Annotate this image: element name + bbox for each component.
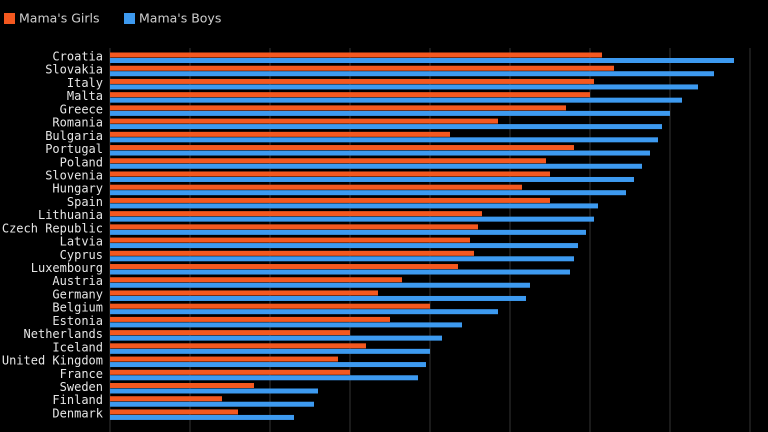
- bar: [110, 224, 478, 230]
- bar: [110, 171, 550, 177]
- y-tick-label: Spain: [67, 195, 103, 209]
- y-tick-label: Denmark: [52, 406, 103, 420]
- bar: [110, 176, 634, 182]
- bar: [110, 163, 642, 169]
- bar: [110, 124, 662, 130]
- y-tick-label: France: [60, 367, 103, 381]
- y-tick-label: Portugal: [45, 142, 103, 156]
- bar: [110, 145, 574, 151]
- bar: [110, 264, 458, 270]
- bar: [110, 229, 586, 235]
- bar: [110, 303, 430, 309]
- bar: [110, 78, 594, 84]
- y-tick-label: Romania: [52, 116, 103, 130]
- y-tick-label: Luxembourg: [31, 261, 103, 275]
- bar: [110, 348, 430, 354]
- bar: [110, 65, 614, 71]
- bar: [110, 401, 314, 407]
- y-tick-label: Iceland: [52, 340, 103, 354]
- y-tick-label: Malta: [67, 89, 103, 103]
- bar: [110, 369, 350, 375]
- y-tick-label: Estonia: [52, 314, 103, 328]
- bar: [110, 52, 602, 58]
- y-tick-label: Slovakia: [45, 63, 103, 77]
- bar: [110, 343, 366, 349]
- bar: [110, 396, 222, 402]
- bar: [110, 256, 574, 262]
- bar: [110, 203, 598, 209]
- bar: [110, 330, 350, 336]
- y-tick-label: Cyprus: [60, 248, 103, 262]
- y-tick-label: Greece: [60, 102, 103, 116]
- bar: [110, 290, 378, 296]
- bar: [110, 295, 526, 301]
- bar: [110, 158, 546, 164]
- bar: [110, 309, 498, 315]
- bar: [110, 277, 402, 283]
- bar: [110, 110, 670, 116]
- bar: [110, 243, 578, 249]
- bar: [110, 216, 594, 222]
- bar: [110, 322, 462, 328]
- bar: [110, 282, 530, 288]
- bar: [110, 414, 294, 420]
- bar: [110, 250, 474, 256]
- bar: [110, 388, 318, 394]
- bar: [110, 184, 522, 190]
- bar: [110, 383, 254, 388]
- y-tick-label: Finland: [52, 393, 103, 407]
- y-tick-label: Belgium: [52, 301, 103, 315]
- legend-label: Mama's Boys: [139, 11, 221, 26]
- bar: [110, 197, 550, 203]
- bar: [110, 190, 626, 196]
- bar: [110, 335, 442, 341]
- bar: [110, 92, 590, 98]
- bar: [110, 97, 682, 103]
- bar: [110, 58, 734, 63]
- bar: [110, 71, 714, 77]
- y-tick-label: Slovenia: [45, 168, 103, 182]
- bar: [110, 409, 238, 415]
- bar: [110, 237, 470, 243]
- y-tick-label: Poland: [60, 155, 103, 169]
- y-tick-label: Croatia: [52, 50, 103, 64]
- bar: [110, 316, 390, 322]
- y-tick-label: Italy: [67, 76, 103, 90]
- y-tick-label: Sweden: [60, 380, 103, 394]
- legend-swatch: [124, 13, 135, 24]
- bar: [110, 137, 658, 143]
- bar: [110, 150, 650, 156]
- y-tick-label: Czech Republic: [2, 221, 103, 235]
- bar: [110, 375, 418, 381]
- bar: [110, 356, 338, 362]
- bar: [110, 362, 426, 368]
- y-tick-label: United Kingdom: [2, 354, 103, 368]
- bar: [110, 131, 450, 137]
- legend-label: Mama's Girls: [19, 11, 100, 26]
- y-tick-label: Lithuania: [38, 208, 103, 222]
- y-tick-label: Hungary: [52, 182, 103, 196]
- bar: [110, 211, 482, 217]
- bar: [110, 105, 566, 111]
- bar: [110, 84, 698, 90]
- y-tick-label: Latvia: [60, 235, 103, 249]
- y-tick-label: Austria: [52, 274, 103, 288]
- y-tick-label: Germany: [52, 287, 103, 301]
- y-tick-label: Netherlands: [24, 327, 103, 341]
- legend-swatch: [4, 13, 15, 24]
- bar: [110, 118, 498, 124]
- bar: [110, 269, 570, 275]
- y-tick-label: Bulgaria: [45, 129, 103, 143]
